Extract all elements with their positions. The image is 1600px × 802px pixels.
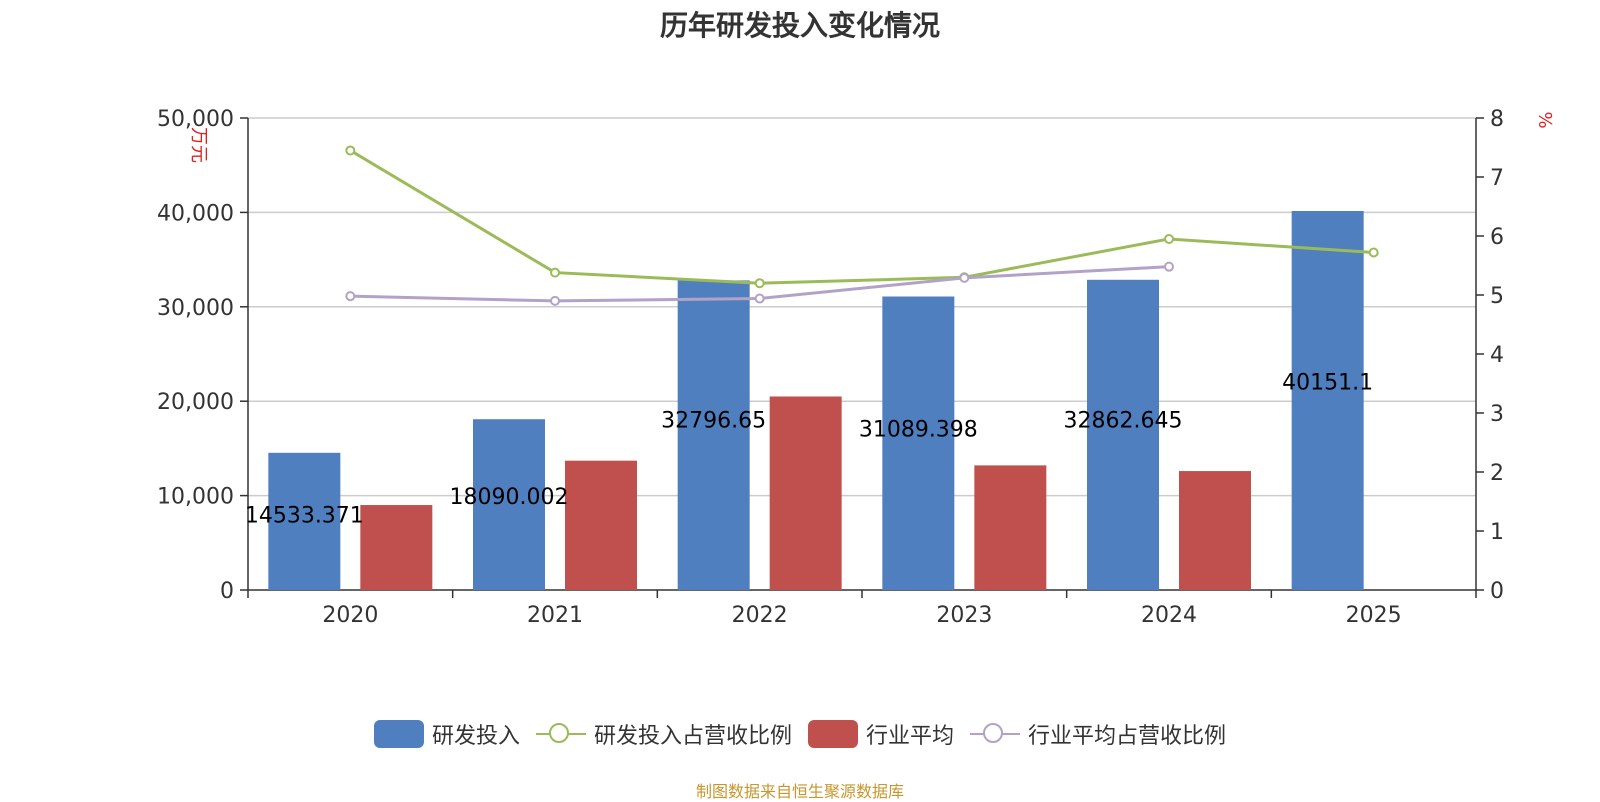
bar-industry-2021 bbox=[565, 460, 637, 590]
point-rd-ratio-5 bbox=[1368, 247, 1379, 258]
chart-plot: 0 10,000 20,000 30,000 40,000 50,000 0 1 2 3 4 5 6 7 8… bbox=[157, 107, 1557, 628]
point-rd-ratio-1 bbox=[550, 267, 560, 278]
point-industry-ratio-0 bbox=[345, 291, 356, 302]
point-rd-ratio-2 bbox=[754, 278, 765, 289]
y-left-tick-label: 40,000 bbox=[157, 201, 234, 226]
legend-item-rd-ratio[interactable]: 研发投入占营收比例 bbox=[535, 718, 792, 750]
point-rd-ratio-4 bbox=[1164, 233, 1174, 244]
bar-rd-2024 bbox=[1087, 279, 1159, 590]
bar-rd-2023 bbox=[882, 296, 955, 590]
y-right-tick-label: 3 bbox=[1490, 402, 1504, 427]
y-right-tick-label: 1 bbox=[1490, 520, 1504, 545]
bar-rd-2021 bbox=[473, 419, 545, 590]
y-right-tick-label: 5 bbox=[1490, 284, 1504, 309]
y-left-tick-label: 20,000 bbox=[157, 390, 234, 415]
chart-title: 历年研发投入变化情况 bbox=[659, 9, 940, 42]
point-rd-ratio-0 bbox=[345, 145, 356, 156]
x-tick-label: 2025 bbox=[1346, 603, 1402, 628]
x-tick-label: 2022 bbox=[732, 603, 788, 628]
legend-swatch-rd-ratio bbox=[535, 720, 586, 748]
point-industry-ratio-2 bbox=[754, 293, 765, 304]
y-left-tick-label: 50,000 bbox=[157, 107, 234, 132]
bar-rd-2020 bbox=[268, 452, 341, 590]
x-tick-label: 2024 bbox=[1141, 603, 1197, 628]
legend-label-industry: 行业平均 bbox=[866, 724, 955, 749]
y-right-tick-label: 8 bbox=[1490, 107, 1504, 132]
line-rd-ratio bbox=[349, 149, 1374, 285]
bar-rd-2022 bbox=[677, 280, 750, 590]
y-left-axis-label: 万元 bbox=[188, 127, 209, 163]
legend-label-rd: 研发投入 bbox=[431, 724, 520, 749]
bar-industry-2023 bbox=[974, 465, 1047, 590]
x-tick-label: 2023 bbox=[936, 603, 992, 628]
data-label-rd-2024: 32862.645 bbox=[1064, 408, 1183, 433]
data-label-rd-2022: 32796.65 bbox=[661, 409, 766, 434]
legend-item-industry[interactable]: 行业平均 bbox=[808, 718, 954, 750]
bar-industry-2022 bbox=[769, 396, 842, 590]
bar-industry-2020 bbox=[360, 505, 433, 590]
data-label-rd-2020: 14533.371 bbox=[245, 504, 364, 529]
y-right-tick-label: 2 bbox=[1490, 461, 1504, 486]
y-right-tick-label: 0 bbox=[1490, 579, 1504, 604]
x-tick-label: 2020 bbox=[322, 603, 378, 628]
data-label-rd-2023: 31089.398 bbox=[859, 418, 978, 443]
legend-label-rd-ratio: 研发投入占营收比例 bbox=[593, 724, 792, 749]
y-left-tick-label: 30,000 bbox=[157, 296, 234, 321]
x-tick-label: 2021 bbox=[527, 603, 583, 628]
y-left-tick-label: 0 bbox=[220, 579, 234, 604]
point-industry-ratio-3 bbox=[959, 272, 970, 283]
y-right-tick-label: 4 bbox=[1490, 343, 1504, 368]
point-industry-ratio-1 bbox=[550, 295, 560, 306]
legend-swatch-industry-ratio bbox=[970, 720, 1021, 748]
y-right-tick-label: 6 bbox=[1490, 225, 1504, 250]
legend-item-industry-ratio[interactable]: 行业平均占营收比例 bbox=[970, 718, 1226, 750]
legend-swatch-industry bbox=[808, 720, 858, 748]
point-industry-ratio-4 bbox=[1164, 261, 1174, 272]
legend-item-rd[interactable]: 研发投入 bbox=[373, 718, 520, 750]
data-source-note: 制图数据来自恒生聚源数据库 bbox=[695, 782, 904, 801]
y-right-tick-label: 7 bbox=[1490, 166, 1504, 191]
legend-label-industry-ratio: 行业平均占营收比例 bbox=[1028, 724, 1227, 749]
y-left-tick-label: 10,000 bbox=[157, 485, 234, 510]
legend-swatch-rd bbox=[373, 720, 424, 748]
y-right-axis-label: % bbox=[1536, 111, 1557, 128]
bar-rd-2025 bbox=[1291, 210, 1364, 590]
data-label-rd-2025: 40151.1 bbox=[1282, 371, 1373, 396]
legend: 研发投入 研发投入占营收比例 行业平均 行业平均占营收比例 bbox=[0, 718, 1600, 750]
bar-industry-2024 bbox=[1179, 471, 1251, 590]
data-label-rd-2021: 18090.002 bbox=[450, 485, 569, 510]
